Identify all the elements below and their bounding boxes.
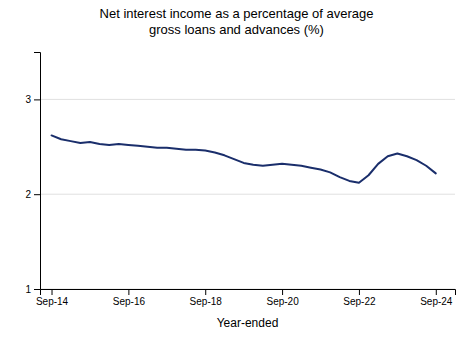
x-axis-line — [41, 290, 456, 296]
y-tick-label: 1 — [25, 284, 31, 295]
y-tick: 2 — [25, 189, 40, 200]
x-tick: Sep-22 — [343, 289, 376, 307]
x-tick: Sep-24 — [420, 289, 453, 307]
x-tick-label: Sep-14 — [36, 296, 69, 307]
x-tick-mark — [359, 289, 360, 295]
x-tick-mark — [128, 289, 129, 295]
x-tick-mark — [52, 289, 53, 295]
y-tick: 1 — [25, 284, 40, 295]
plot-area: Sep-14 Sep-16 Sep-18 Sep-20 Sep-22 Sep-24 1 2 3 — [25, 53, 455, 308]
y-tick-mark — [34, 289, 40, 290]
y-tick-mark — [34, 194, 40, 195]
x-tick-mark — [436, 289, 437, 295]
series — [52, 135, 436, 182]
grid-line — [40, 194, 455, 195]
x-tick: Sep-20 — [266, 289, 299, 307]
y-tick-label: 2 — [25, 189, 31, 200]
y-tick-mark — [34, 99, 40, 100]
x-tick-label: Sep-22 — [343, 296, 376, 307]
x-tick: Sep-18 — [190, 289, 223, 307]
y-axis: 1 2 3 — [25, 53, 40, 295]
y-tick-label: 3 — [25, 94, 31, 105]
x-tick: Sep-14 — [36, 289, 69, 307]
title: Net interest income as a percentage of a… — [100, 6, 374, 37]
x-tick-mark — [205, 289, 206, 295]
x-tick-label: Sep-24 — [420, 296, 453, 307]
y-tick: 3 — [25, 94, 40, 105]
x-tick: Sep-16 — [113, 289, 146, 307]
x-tick-label: Sep-18 — [190, 296, 223, 307]
x-tick-mark — [282, 289, 283, 295]
line — [52, 135, 436, 182]
x-axis-title: Year-ended — [217, 316, 279, 330]
grid-line — [40, 99, 455, 100]
x-axis: Sep-14 Sep-16 Sep-18 Sep-20 Sep-22 Sep-24 — [36, 289, 456, 307]
y-axis-line — [34, 53, 41, 290]
x-tick-label: Sep-16 — [113, 296, 146, 307]
x-tick-label: Sep-20 — [266, 296, 299, 307]
chart: Sep-14 Sep-16 Sep-18 Sep-20 Sep-22 Sep-24 1 2 3 N… — [0, 0, 473, 337]
grid — [40, 99, 455, 289]
